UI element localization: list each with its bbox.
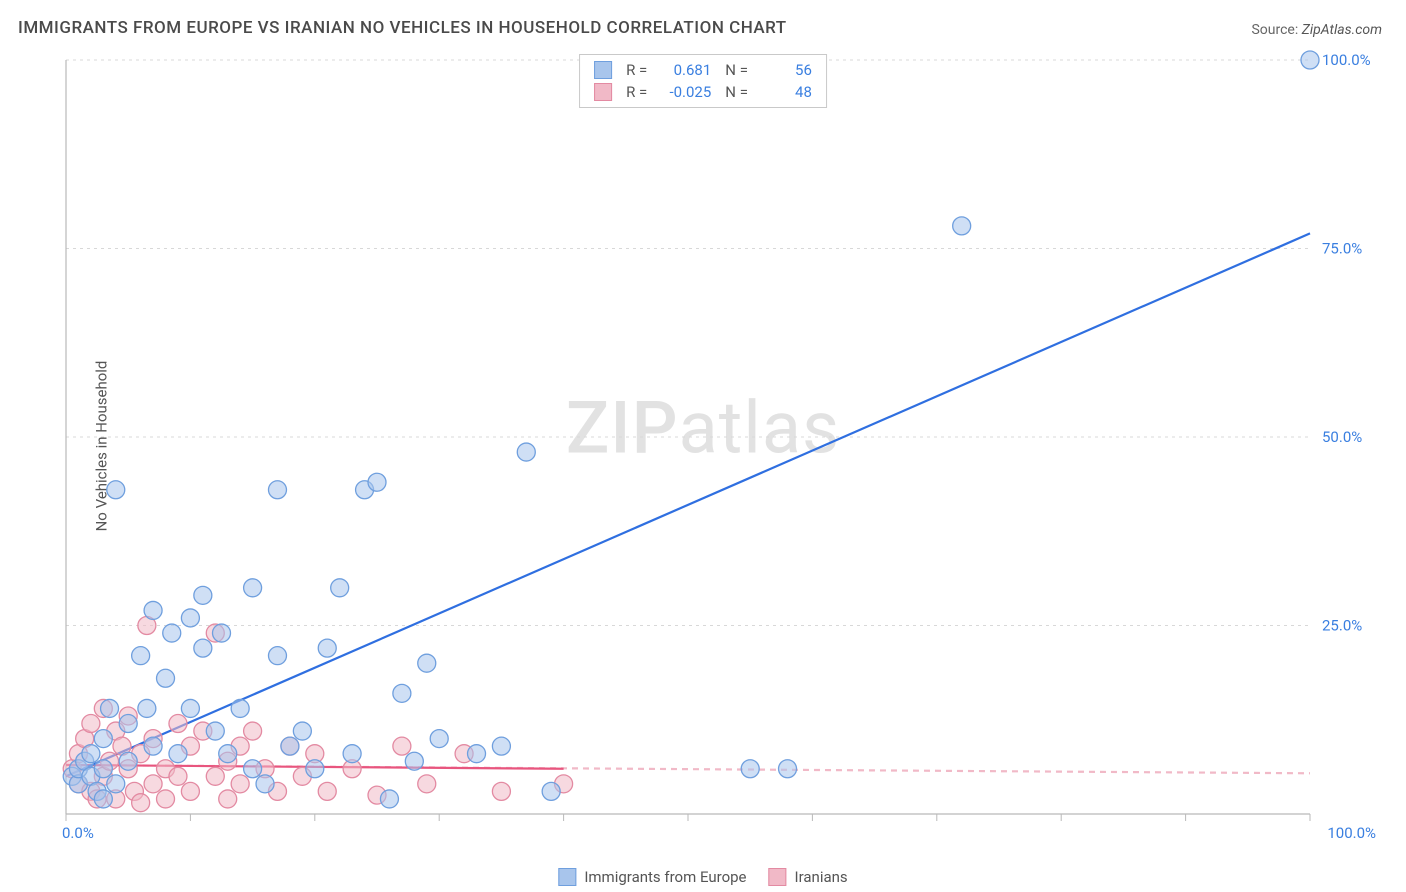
- r-value-iranian: -0.025: [655, 83, 711, 101]
- n-label: N =: [725, 83, 748, 101]
- legend-item-europe: Immigrants from Europe: [558, 868, 746, 886]
- swatch-iranian-icon: [769, 868, 787, 886]
- source-label: Source:: [1251, 22, 1298, 38]
- n-value-europe: 56: [756, 61, 812, 79]
- svg-text:75.0%: 75.0%: [1322, 240, 1362, 258]
- svg-text:50.0%: 50.0%: [1322, 428, 1362, 446]
- source-attribution: Source: ZipAtlas.com: [1251, 22, 1382, 38]
- swatch-iranian: [594, 83, 612, 101]
- svg-text:100.0%: 100.0%: [1327, 824, 1376, 842]
- svg-text:100.0%: 100.0%: [1322, 51, 1371, 69]
- r-label: R =: [626, 61, 647, 79]
- legend-row-europe: R = 0.681 N = 56: [594, 59, 812, 81]
- svg-text:0.0%: 0.0%: [62, 824, 94, 842]
- n-label: N =: [725, 61, 748, 79]
- legend-row-iranian: R = -0.025 N = 48: [594, 81, 812, 103]
- n-value-iranian: 48: [756, 83, 812, 101]
- svg-text:25.0%: 25.0%: [1322, 617, 1362, 635]
- chart-title: IMMIGRANTS FROM EUROPE VS IRANIAN NO VEH…: [18, 18, 787, 38]
- source-value: ZipAtlas.com: [1302, 22, 1382, 38]
- chart-area: 25.0% 50.0% 75.0% 100.0% 0.0% 100.0%: [60, 50, 1386, 852]
- legend-label-europe: Immigrants from Europe: [584, 868, 746, 886]
- swatch-europe: [594, 61, 612, 79]
- legend-item-iranian: Iranians: [769, 868, 848, 886]
- legend-label-iranian: Iranians: [795, 868, 848, 886]
- scatter-chart: 25.0% 50.0% 75.0% 100.0% 0.0% 100.0%: [60, 50, 1386, 852]
- r-label: R =: [626, 83, 647, 101]
- r-value-europe: 0.681: [655, 61, 711, 79]
- swatch-europe-icon: [558, 868, 576, 886]
- correlation-legend: R = 0.681 N = 56 R = -0.025 N = 48: [579, 54, 827, 108]
- series-legend: Immigrants from Europe Iranians: [558, 868, 847, 886]
